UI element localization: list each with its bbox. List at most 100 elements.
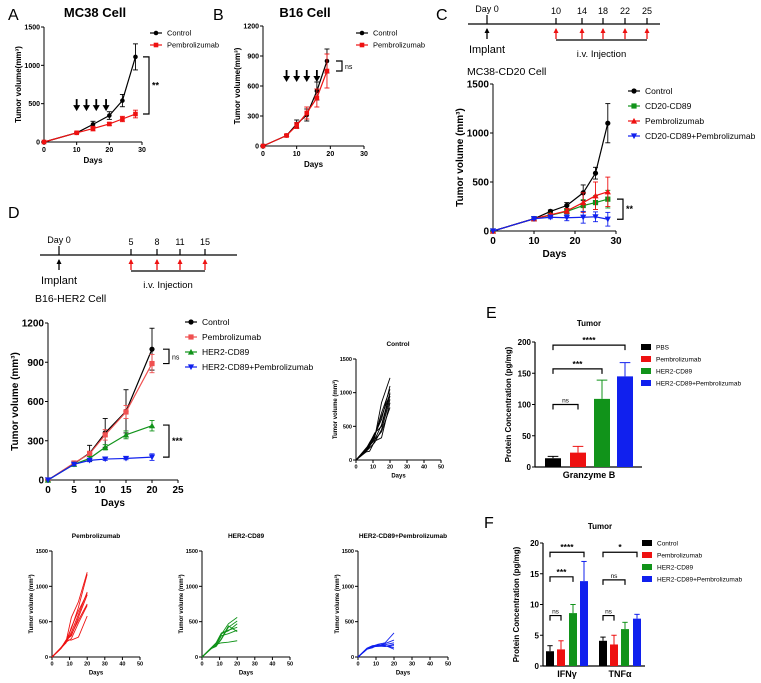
data-point	[187, 348, 195, 355]
y-tick-label: 1200	[22, 319, 45, 330]
chart-title: Tumor	[588, 522, 612, 531]
legend-swatch	[641, 356, 651, 362]
x-tick-label: 20	[569, 236, 581, 247]
x-tick-label: 0	[354, 465, 357, 471]
chart-title: B16 Cell	[279, 5, 330, 20]
legend-item: PBS	[641, 344, 670, 352]
legend-label: Pembrolizumab	[202, 332, 261, 342]
y-tick-label: 500	[39, 620, 48, 626]
treatment-arrow-head	[82, 105, 90, 112]
y-tick-label: 0	[38, 476, 44, 487]
injection-arrow-head	[579, 28, 585, 33]
panel-label-A: A	[8, 7, 19, 24]
significance-label: ***	[557, 567, 568, 577]
data-point	[631, 103, 637, 109]
x-axis-label: Days	[391, 474, 406, 480]
legend-item: Control	[356, 29, 398, 38]
significance-bracket	[163, 348, 170, 365]
data-point	[284, 133, 289, 138]
data-point	[314, 95, 320, 101]
x-tick-label: 50	[137, 662, 143, 668]
x-tick-label: 40	[427, 662, 433, 668]
x-axis-label: Days	[239, 671, 254, 677]
treatment-arrow-head	[303, 76, 311, 82]
panel-label-F: F	[484, 515, 494, 532]
legend-label: HER2-CD89+Pembrolizumab	[202, 362, 314, 372]
data-point	[90, 126, 96, 131]
y-axis-label: Tumor volume(mm³)	[233, 47, 242, 124]
legend-label: Control	[373, 29, 398, 38]
chart-ctrl: 0 500 1000 1500 0 10 20 30 40 50 Days Tumor volume …	[332, 341, 444, 480]
data-point	[120, 98, 125, 103]
data-point	[86, 457, 93, 464]
legend-item: HER2-CD89	[185, 347, 250, 357]
x-tick-label: 30	[404, 465, 410, 471]
legend-swatch	[642, 540, 652, 546]
y-tick-label: 5	[535, 631, 540, 640]
injection-arrow-head	[177, 259, 183, 264]
y-tick-label: 1500	[342, 549, 354, 555]
bar	[599, 640, 607, 666]
individual-curve	[355, 385, 391, 461]
y-tick-label: 1000	[186, 584, 198, 590]
x-axis-label: Days	[89, 671, 104, 677]
individual-curve	[51, 603, 88, 658]
x-tick-label: 30	[102, 662, 108, 668]
series-her2-cd89	[44, 420, 156, 483]
y-tick-label: 1500	[24, 24, 40, 31]
x-category-label: Granzyme B	[563, 470, 616, 480]
x-tick-label: 15	[120, 485, 132, 496]
y-tick-label: 500	[189, 620, 198, 626]
bar	[545, 458, 561, 467]
bar	[594, 398, 610, 467]
injection-label: i.v. Injection	[577, 49, 626, 60]
legend-swatch	[642, 576, 652, 582]
significance-bracket	[163, 424, 170, 458]
series-pembrolizumab	[489, 176, 611, 234]
significance-label: ns	[611, 573, 619, 580]
legend-label: Pembrolizumab	[656, 357, 702, 364]
significance-label: ***	[573, 359, 584, 369]
y-axis-label: Protein Concentration (pg/mg)	[504, 346, 513, 462]
legend-label: CD20-CD89+Pembrolizumab	[645, 131, 756, 141]
bar	[621, 629, 629, 666]
treatment-arrow-head	[313, 76, 321, 82]
x-tick-label: 30	[360, 151, 368, 158]
x-tick-label: 20	[391, 662, 397, 668]
x-tick-label: 0	[200, 662, 203, 668]
individual-curve	[357, 639, 395, 658]
y-tick-label: 500	[345, 620, 354, 626]
data-point	[631, 88, 637, 94]
data-point	[563, 215, 570, 221]
chart-A: 0 500 1000 1500 0 10 20 30 Days Tumor volume(mm³)…	[14, 5, 219, 165]
timeline-D: Day 0 Implant 5 8 11 15 i.v. Injection B16-HER2…	[35, 235, 237, 305]
x-tick-label: 40	[421, 465, 427, 471]
legend-item: CD20-CD89	[628, 101, 692, 111]
legend-label: PBS	[656, 345, 670, 352]
x-axis-label: Days	[396, 671, 411, 677]
data-point	[324, 68, 330, 74]
x-tick-label: 10	[94, 485, 106, 496]
data-point	[489, 228, 497, 235]
y-tick-label: 1000	[467, 129, 490, 140]
x-tick-label: 10	[528, 236, 540, 247]
legend-label: HER2-CD89	[657, 565, 694, 572]
day-label: 11	[175, 237, 184, 247]
x-tick-label: 50	[438, 465, 444, 471]
y-tick-label: 0	[195, 655, 198, 661]
y-tick-label: 1000	[36, 584, 48, 590]
data-point	[530, 216, 538, 222]
y-tick-label: 1500	[340, 357, 352, 363]
y-tick-label: 500	[472, 178, 489, 189]
legend-label: Pembrolizumab	[645, 116, 704, 126]
implant-label: Implant	[469, 44, 505, 56]
series-cd20-cd89-pembrolizumab	[489, 210, 611, 235]
y-tick-label: 150	[518, 369, 532, 378]
legend-label: HER2-CD89	[202, 347, 250, 357]
data-point	[187, 364, 195, 371]
data-point	[149, 346, 155, 352]
x-tick-label: 30	[252, 662, 258, 668]
legend-swatch	[642, 564, 652, 570]
y-tick-label: 10	[530, 601, 539, 610]
individual-curve	[357, 643, 395, 658]
